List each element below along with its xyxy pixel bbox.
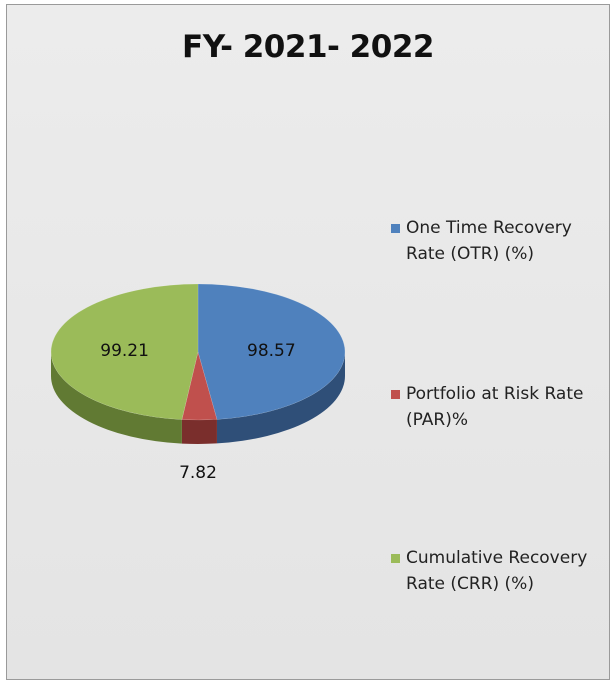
- legend-label-otr: One Time Recovery Rate (OTR) (%): [406, 218, 572, 264]
- chart-area: FY- 2021- 2022 98.57 7.82 99.21 One Time R…: [6, 4, 610, 680]
- legend-swatch-otr: [391, 224, 400, 233]
- pie-side-par: [181, 419, 217, 444]
- pie-chart: 98.57 7.82 99.21: [50, 283, 346, 483]
- legend-label-crr: Cumulative Recovery Rate (CRR) (%): [406, 548, 588, 594]
- legend-swatch-crr: [391, 554, 400, 563]
- pie-side-otr: [216, 352, 345, 444]
- legend-label-par: Portfolio at Risk Rate (PAR)%: [406, 384, 584, 430]
- pie-slice-otr: [197, 283, 346, 420]
- legend-swatch-par: [391, 390, 400, 399]
- pie-slice-crr: [50, 283, 199, 420]
- data-label-otr: 98.57: [247, 341, 296, 361]
- data-label-crr: 99.21: [100, 341, 149, 361]
- chart-title: FY- 2021- 2022: [182, 29, 434, 65]
- pie-slice-par: [181, 351, 218, 421]
- pie-side-crr: [51, 352, 182, 444]
- data-label-par: 7.82: [179, 463, 217, 483]
